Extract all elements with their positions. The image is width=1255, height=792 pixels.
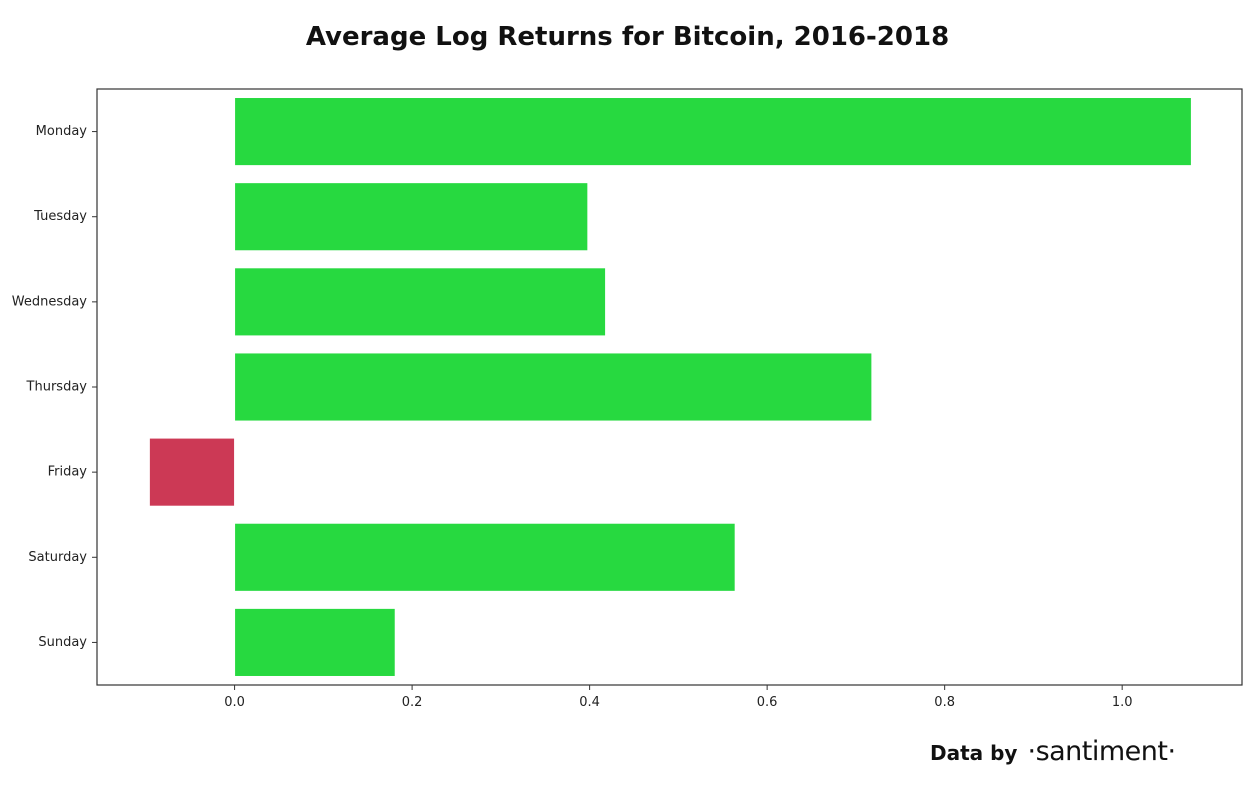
bar-monday: [234, 97, 1192, 167]
bar-friday: [148, 437, 236, 507]
y-axis-ticks: Monday Tuesday Wednesday Thursday Friday Satu…: [12, 124, 97, 650]
bar-saturday: [234, 522, 736, 592]
y-tick-label-monday: Monday: [36, 124, 88, 139]
bar-tuesday: [234, 182, 589, 252]
plot-frame: [96, 88, 1243, 686]
bar-sunday: [234, 607, 396, 677]
chart-title: Average Log Returns for Bitcoin, 2016-20…: [305, 22, 950, 52]
y-tick-label-friday: Friday: [48, 465, 88, 480]
x-axis-ticks: 0.0 0.2 0.4 0.6 0.8 1.0: [224, 685, 1133, 710]
y-tick-label-sunday: Sunday: [38, 635, 87, 650]
y-tick-label-tuesday: Tuesday: [33, 209, 87, 224]
y-tick-label-saturday: Saturday: [28, 550, 87, 565]
bar-thursday: [234, 352, 873, 422]
x-tick-label: 0.6: [757, 695, 778, 710]
x-tick-label: 1.0: [1112, 695, 1133, 710]
santiment-logo: ·santiment·: [1027, 736, 1176, 767]
x-tick-label: 0.4: [579, 695, 600, 710]
bar-wednesday: [234, 267, 607, 337]
x-tick-label: 0.0: [224, 695, 245, 710]
x-tick-label: 0.8: [934, 695, 955, 710]
credit-prefix: Data by: [930, 741, 1018, 765]
x-tick-label: 0.2: [402, 695, 423, 710]
data-credit: Data by ·santiment·: [930, 736, 1176, 776]
bars-group: [148, 97, 1192, 677]
y-tick-label-wednesday: Wednesday: [12, 294, 88, 309]
y-tick-label-thursday: Thursday: [26, 380, 88, 395]
